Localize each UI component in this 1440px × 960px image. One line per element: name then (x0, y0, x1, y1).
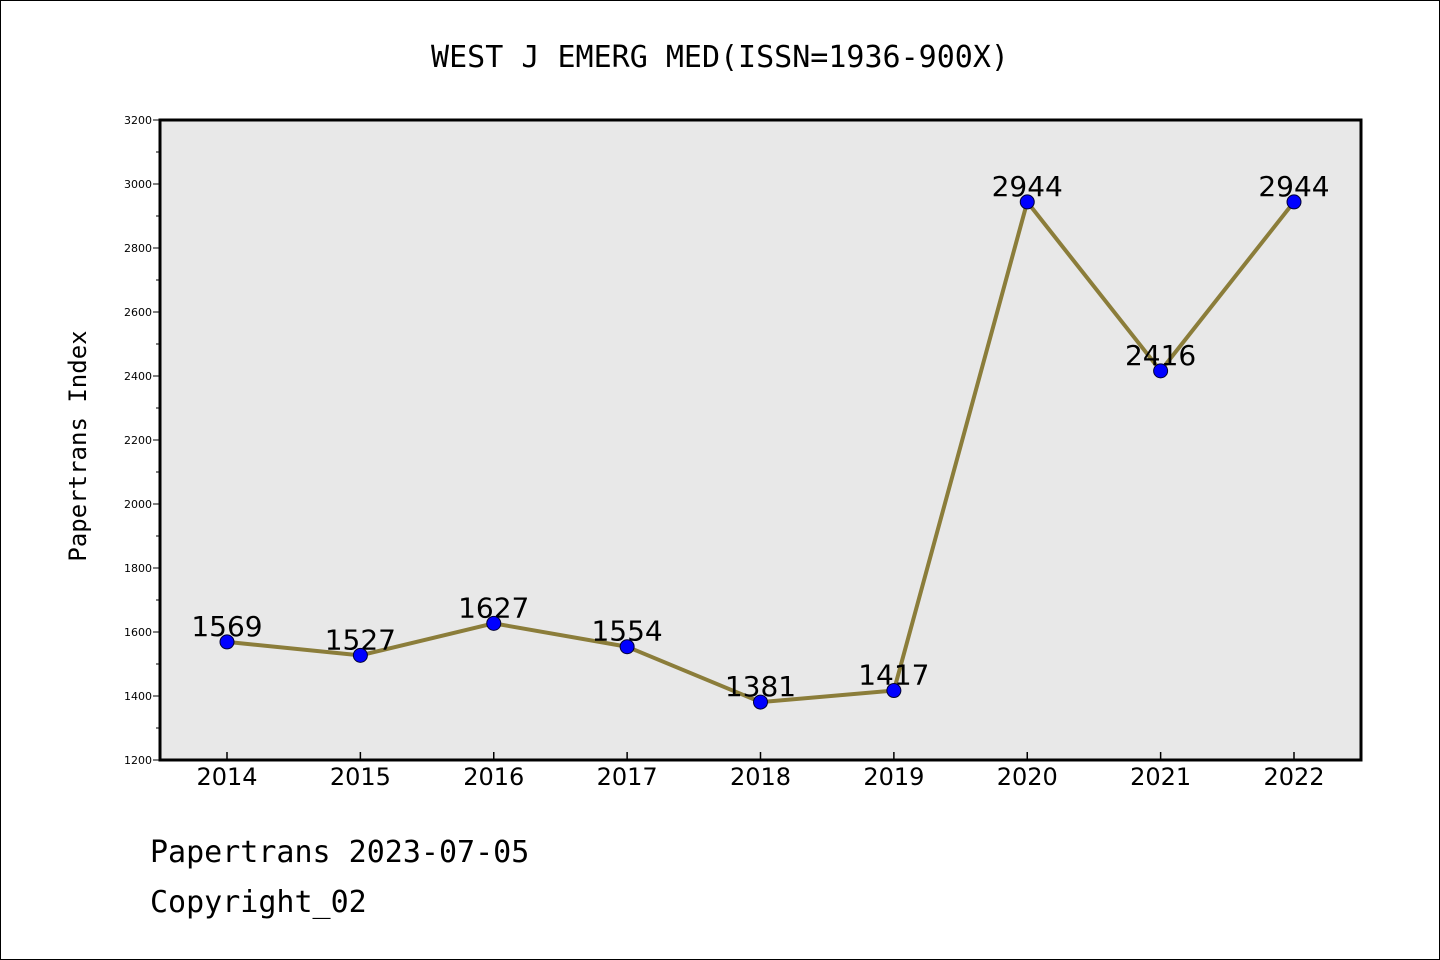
x-tick-label: 2015 (330, 763, 391, 791)
footer-copyright: Copyright_02 (150, 885, 367, 920)
y-tick-label: 2600 (124, 306, 152, 319)
y-tick-label: 2400 (124, 370, 152, 383)
data-point (219, 634, 235, 650)
x-tick-label: 2014 (196, 763, 257, 791)
y-tick-label: 1400 (124, 690, 152, 703)
data-point (352, 647, 368, 663)
data-point (619, 639, 635, 655)
x-tick-label: 2016 (463, 763, 524, 791)
data-point (1286, 194, 1302, 210)
x-tick-label: 2020 (997, 763, 1058, 791)
y-tick-label: 1600 (124, 626, 152, 639)
x-tick-label: 2021 (1130, 763, 1191, 791)
y-tick-label: 3000 (124, 178, 152, 191)
y-tick-label: 1200 (124, 754, 152, 767)
x-tick-label: 2022 (1263, 763, 1324, 791)
chart-title: WEST J EMERG MED(ISSN=1936-900X) (431, 40, 1009, 75)
x-axis: 2014 2015 2016 2017 2018 2019 2020 2021 2022 (196, 752, 1325, 791)
y-tick-label: 2200 (124, 434, 152, 447)
data-point (886, 683, 902, 699)
y-tick-label: 3200 (124, 114, 152, 127)
y-tick-label: 1800 (124, 562, 152, 575)
y-axis-label: Papertrans Index (64, 330, 92, 561)
y-axis: 1200 1400 1600 1800 2000 2200 2400 2600 2800 3000… (124, 114, 160, 767)
y-tick-label: 2800 (124, 242, 152, 255)
x-tick-label: 2017 (597, 763, 658, 791)
data-point (753, 694, 768, 710)
data-point (1019, 194, 1035, 210)
footer-date: Papertrans 2023-07-05 (150, 835, 530, 870)
data-point (1153, 363, 1169, 379)
data-point (486, 615, 502, 631)
x-tick-label: 2019 (863, 763, 924, 791)
plot-area (158, 118, 1363, 762)
x-tick-label: 2018 (730, 763, 791, 791)
y-tick-label: 2000 (124, 498, 152, 511)
